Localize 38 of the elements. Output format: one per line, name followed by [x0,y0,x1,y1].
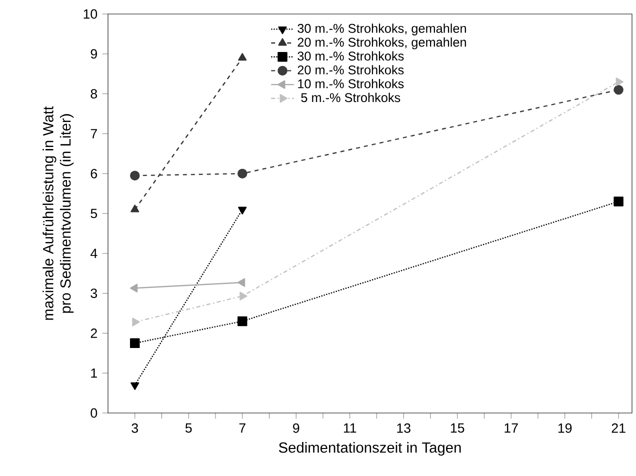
point [614,196,624,206]
point [237,316,248,326]
x-tick-label: 3 [132,423,138,433]
y-tick-label: 6 [90,168,98,178]
point [240,292,248,300]
x-tick-label: 15 [450,423,464,433]
x-tick-label: 11 [344,423,356,433]
point [130,338,140,348]
x-tick-label: 5 [185,423,192,433]
y-tick-label: 9 [90,49,97,59]
x-tick-label: 17 [504,423,518,433]
y-tick-label: 5 [90,208,98,218]
y-axis-title: maximale Aufrührleistung in Watt pro Sedimentvolumen (in Liter) [42,106,74,320]
point [616,78,624,86]
x-tick-label: 21 [612,423,626,433]
point [130,170,140,180]
legend-label: 30 m.-% Strohkoks, gemahlen [298,24,466,36]
point [237,168,248,178]
y-tick-label: 10 [84,9,98,19]
x-tick-label: 19 [558,423,572,433]
y-tick-label: 0 [90,408,98,418]
point [614,84,624,95]
x-tick-label: 9 [293,423,300,433]
legend-label: 5 m.-% Strohkoks [301,92,400,102]
y-tick-label: 7 [90,129,97,138]
legend-label: 10 m.-% Strohkoks [298,78,404,88]
y-tick-label: 1 [91,368,97,378]
y-tick-label: 4 [90,248,98,258]
legend-label: 20 m.-% Strohkoks [298,65,404,74]
y-tick-label: 2 [90,328,97,338]
y-tick-label: 3 [90,288,98,298]
point [132,318,140,326]
legend-label: 20 m.-% Strohkoks, gemahlen [298,37,466,50]
x-tick-label: 13 [397,423,410,433]
x-tick-label: 7 [239,423,246,433]
x-axis-title: Sedimentationszeit in Tagen [278,442,461,456]
y-tick-label: 8 [90,89,98,99]
legend-label: 30 m.-% Strohkoks [298,51,404,61]
